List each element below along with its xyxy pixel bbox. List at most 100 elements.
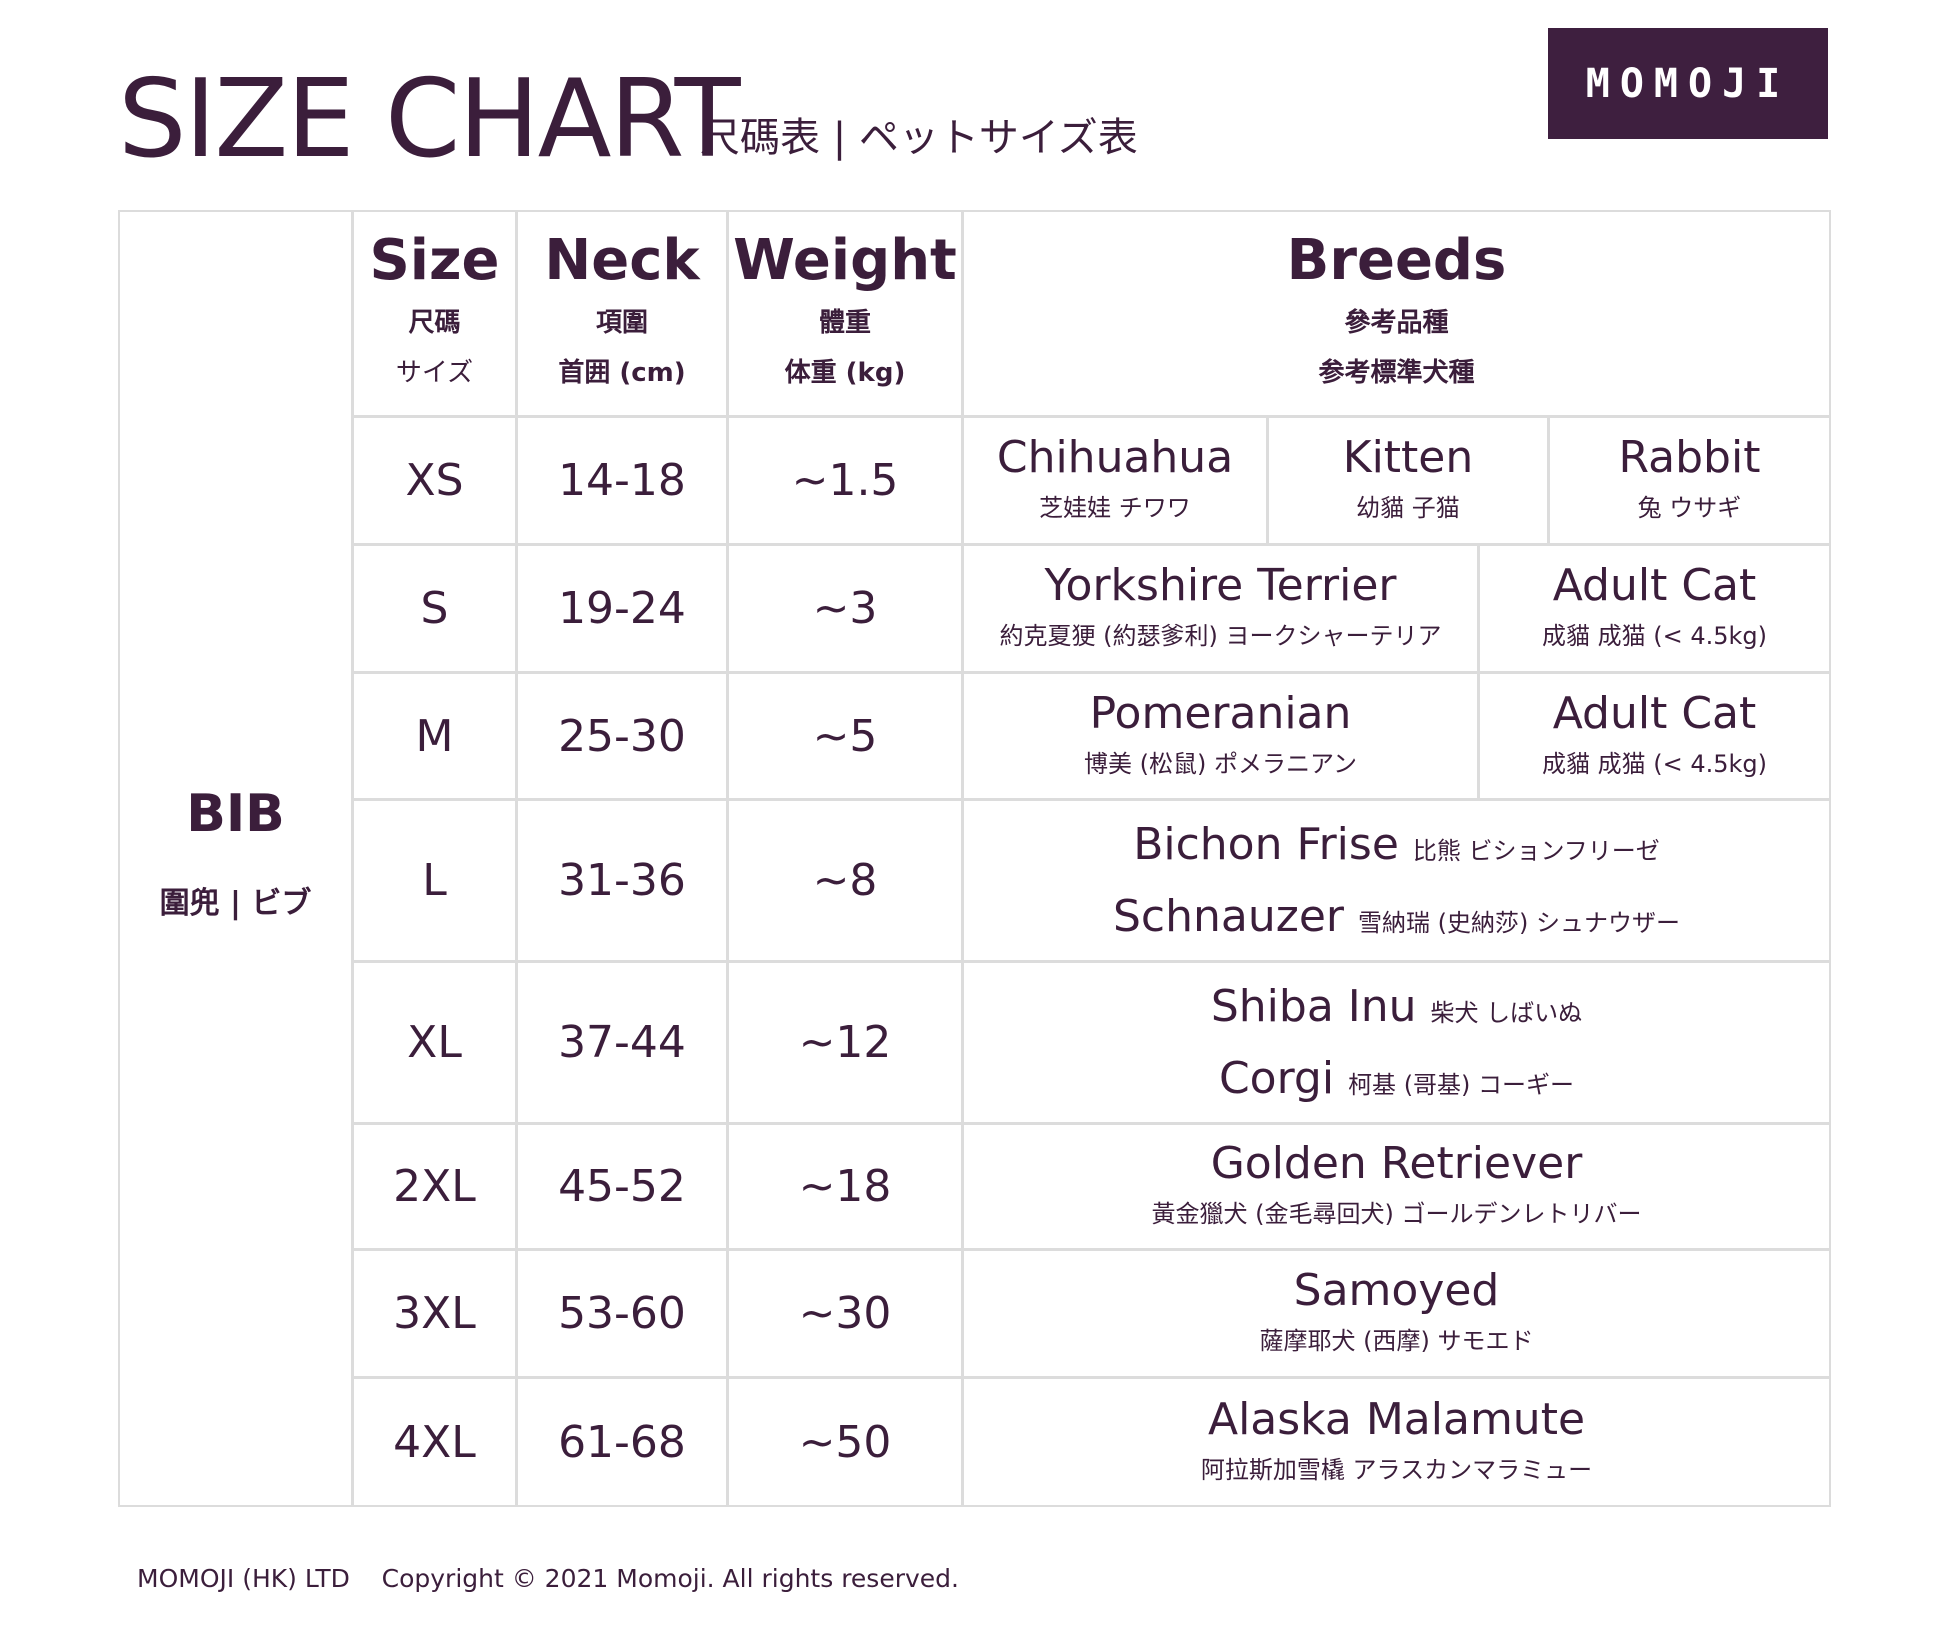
product-subname: 圍兜 | ビブ bbox=[159, 885, 312, 921]
neck-cell: 53-60 bbox=[516, 1249, 728, 1378]
breed-local-name: 薩摩耶犬 (西摩) サモエド bbox=[1259, 1327, 1534, 1356]
header-sub-ja: 参考標準犬種 bbox=[1318, 357, 1475, 388]
breed-local-name: 兔 ウサギ bbox=[1637, 494, 1742, 523]
breed-name: Alaska Malamute bbox=[1207, 1393, 1586, 1445]
breed-line: Shiba Inu 柴犬 しばいぬ bbox=[1211, 978, 1582, 1035]
size-value: 3XL bbox=[393, 1288, 476, 1339]
size-value: XS bbox=[405, 455, 464, 506]
breed-name: Rabbit bbox=[1618, 432, 1761, 484]
header-title: Breeds bbox=[1286, 227, 1507, 293]
breed-local-name: 阿拉斯加雪橇 アラスカンマラミュー bbox=[1200, 1455, 1593, 1484]
weight-value: ~12 bbox=[798, 1017, 892, 1068]
neck-value: 61-68 bbox=[558, 1416, 686, 1468]
breed-line: Schnauzer 雪納瑞 (史納莎) シュナウザー bbox=[1113, 888, 1680, 945]
header-size: Size 尺碼サイズ bbox=[352, 210, 517, 417]
header-neck: Neck 項圍 首囲 (cm) bbox=[516, 210, 728, 417]
size-cell: XL bbox=[352, 961, 517, 1124]
weight-cell: ~12 bbox=[727, 961, 963, 1124]
breed-local-name: 成貓 成猫 (< 4.5kg) bbox=[1541, 749, 1768, 778]
neck-value: 25-30 bbox=[558, 710, 686, 762]
weight-value: ~3 bbox=[812, 583, 878, 634]
breed-name: Schnauzer bbox=[1113, 890, 1344, 942]
breed-cell: Kitten 幼貓 子猫 bbox=[1267, 416, 1549, 545]
header-sub-ja: 首囲 (cm) bbox=[558, 357, 686, 388]
logo-text: MOMOJI bbox=[1585, 60, 1791, 107]
breed-cell: Adult Cat 成貓 成猫 (< 4.5kg) bbox=[1478, 544, 1831, 673]
header-sub-ja: サイズ bbox=[395, 357, 474, 388]
size-value: 2XL bbox=[393, 1161, 476, 1212]
breed-cell: Pomeranian 博美 (松鼠) ポメラニアン bbox=[962, 672, 1479, 800]
breed-cell: Samoyed 薩摩耶犬 (西摩) サモエド bbox=[962, 1249, 1831, 1378]
breed-line: Bichon Frise 比熊 ビションフリーゼ bbox=[1133, 816, 1660, 873]
breed-local-name: 比熊 ビションフリーゼ bbox=[1412, 837, 1660, 866]
breed-name: Adult Cat bbox=[1552, 687, 1757, 739]
size-cell: XS bbox=[352, 416, 517, 545]
breed-name: Corgi bbox=[1218, 1052, 1335, 1104]
weight-value: ~30 bbox=[798, 1288, 892, 1339]
breed-cell: Yorkshire Terrier 約克夏㹴 (約瑟爹利) ヨークシャーテリア bbox=[962, 544, 1479, 673]
weight-value: ~1.5 bbox=[791, 455, 899, 506]
breed-name: Kitten bbox=[1342, 432, 1474, 484]
product-cell: BIB 圍兜 | ビブ bbox=[118, 210, 353, 1507]
weight-cell: ~18 bbox=[727, 1123, 963, 1250]
breed-local-name: 約克夏㹴 (約瑟爹利) ヨークシャーテリア bbox=[999, 622, 1442, 651]
weight-cell: ~5 bbox=[727, 672, 963, 800]
neck-value: 37-44 bbox=[558, 1017, 686, 1068]
header-title: Weight bbox=[733, 227, 957, 293]
neck-value: 53-60 bbox=[558, 1288, 686, 1339]
size-value: L bbox=[422, 855, 447, 906]
breed-local-name: 幼貓 子猫 bbox=[1356, 494, 1460, 523]
page-subtitle: 尺碼表 | ペットサイズ表 bbox=[700, 115, 1138, 161]
size-cell: 3XL bbox=[352, 1249, 517, 1378]
breed-cell: Adult Cat 成貓 成猫 (< 4.5kg) bbox=[1478, 672, 1831, 800]
breed-cell: Bichon Frise 比熊 ビションフリーゼ Schnauzer 雪納瑞 (史納莎… bbox=[962, 799, 1831, 962]
breed-name: Yorkshire Terrier bbox=[1044, 560, 1397, 612]
breed-cell: Alaska Malamute 阿拉斯加雪橇 アラスカンマラミュー bbox=[962, 1377, 1831, 1507]
neck-cell: 25-30 bbox=[516, 672, 728, 800]
breed-name: Bichon Frise bbox=[1133, 819, 1399, 871]
neck-value: 45-52 bbox=[558, 1161, 686, 1212]
product-name: BIB bbox=[186, 784, 285, 845]
neck-cell: 19-24 bbox=[516, 544, 728, 673]
weight-value: ~5 bbox=[812, 710, 878, 762]
size-value: 4XL bbox=[393, 1416, 476, 1468]
breed-name: Chihuahua bbox=[996, 432, 1234, 484]
header-breeds: Breeds 參考品種 参考標準犬種 bbox=[962, 210, 1831, 417]
neck-cell: 31-36 bbox=[516, 799, 728, 962]
breed-name: Golden Retriever bbox=[1210, 1138, 1583, 1190]
breed-cell: Shiba Inu 柴犬 しばいぬ Corgi 柯基 (哥基) コーギー bbox=[962, 961, 1831, 1124]
header-sub-ja: 体重 (kg) bbox=[784, 357, 906, 388]
header-weight: Weight 體重体重 (kg) bbox=[727, 210, 963, 417]
header-sub-zh: 體重 bbox=[818, 308, 871, 339]
header-title: Neck bbox=[544, 227, 700, 293]
weight-cell: ~3 bbox=[727, 544, 963, 673]
size-cell: S bbox=[352, 544, 517, 673]
size-value: S bbox=[420, 583, 449, 634]
neck-value: 31-36 bbox=[558, 855, 686, 906]
footer-copyright: MOMOJI (HK) LTD Copyright © 2021 Momoji.… bbox=[137, 1564, 959, 1593]
weight-value: ~18 bbox=[798, 1161, 892, 1212]
weight-value: ~8 bbox=[812, 855, 878, 906]
breed-line: Corgi 柯基 (哥基) コーギー bbox=[1219, 1050, 1574, 1107]
breed-local-name: 雪納瑞 (史納莎) シュナウザー bbox=[1358, 908, 1680, 937]
size-value: XL bbox=[407, 1017, 462, 1068]
breed-local-name: 博美 (松鼠) ポメラニアン bbox=[1083, 749, 1358, 778]
breed-local-name: 成貓 成猫 (< 4.5kg) bbox=[1541, 622, 1768, 651]
breed-local-name: 黃金獵犬 (金毛尋回犬) ゴールデンレトリバー bbox=[1151, 1200, 1642, 1229]
breed-local-name: 柴犬 しばいぬ bbox=[1430, 999, 1583, 1028]
weight-cell: ~30 bbox=[727, 1249, 963, 1378]
neck-cell: 61-68 bbox=[516, 1377, 728, 1507]
breed-cell: Chihuahua 芝娃娃 チワワ bbox=[962, 416, 1268, 545]
size-cell: L bbox=[352, 799, 517, 962]
neck-value: 14-18 bbox=[558, 455, 686, 506]
header-title: Size bbox=[369, 227, 500, 293]
breed-name: Samoyed bbox=[1293, 1265, 1500, 1317]
weight-cell: ~50 bbox=[727, 1377, 963, 1507]
header-sub-zh: 尺碼 bbox=[408, 308, 461, 339]
weight-value: ~50 bbox=[798, 1416, 892, 1468]
neck-cell: 37-44 bbox=[516, 961, 728, 1124]
breed-cell: Rabbit 兔 ウサギ bbox=[1548, 416, 1831, 545]
size-cell: 4XL bbox=[352, 1377, 517, 1507]
breed-local-name: 芝娃娃 チワワ bbox=[1039, 494, 1191, 523]
breed-name: Shiba Inu bbox=[1210, 981, 1417, 1033]
